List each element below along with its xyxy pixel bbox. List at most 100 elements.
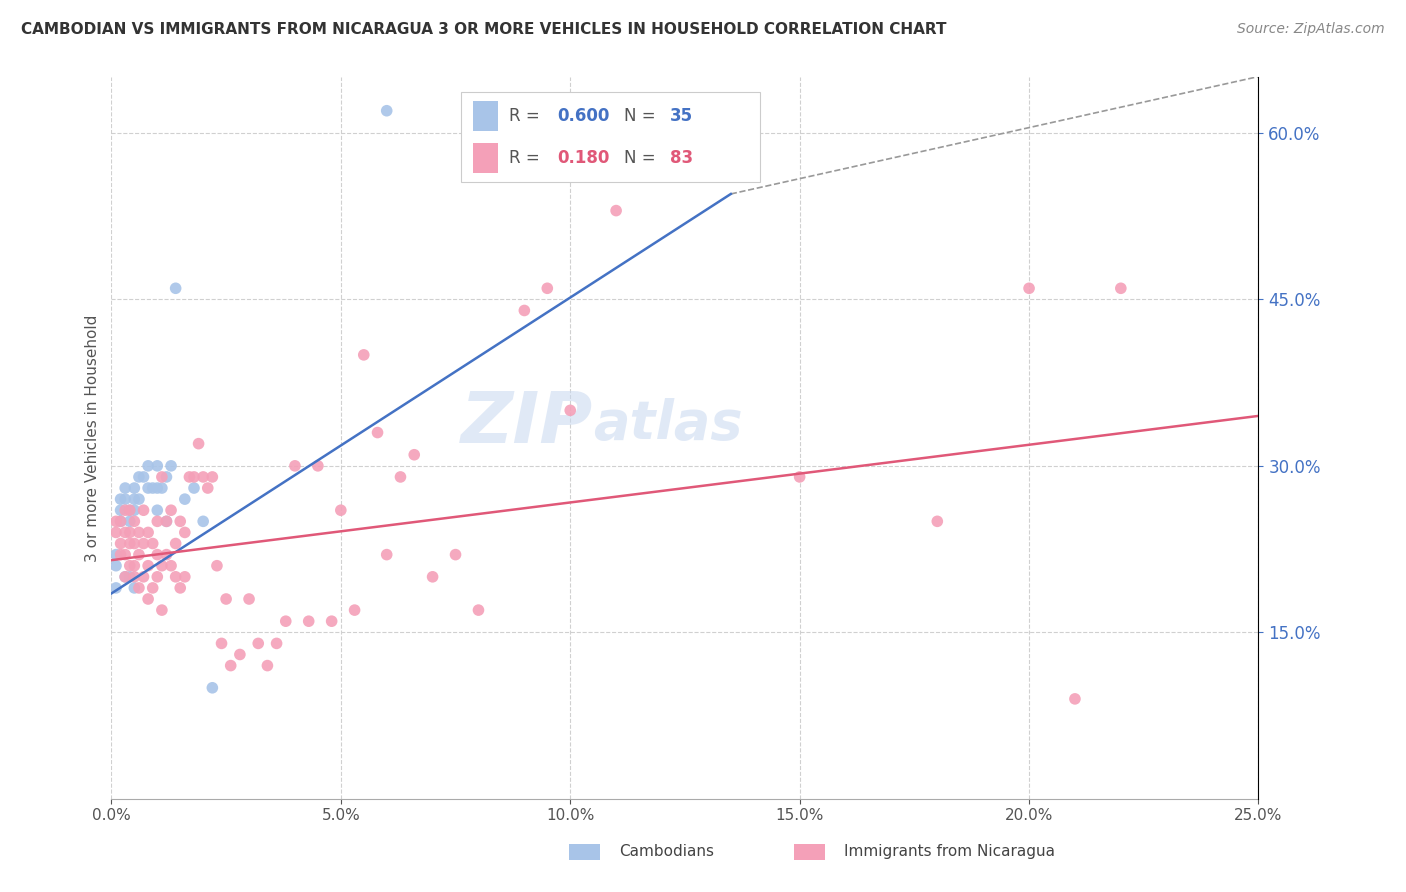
Point	[513, 303, 536, 318]
Point	[193, 514, 215, 528]
Point	[118, 514, 141, 528]
Point	[118, 570, 141, 584]
Point	[197, 481, 219, 495]
Bar	[461, 92, 759, 182]
Point	[136, 592, 159, 607]
Point	[205, 558, 228, 573]
Point	[307, 458, 329, 473]
Point	[128, 470, 150, 484]
Point	[150, 558, 173, 573]
Point	[1064, 692, 1087, 706]
Point	[114, 570, 136, 584]
Point	[124, 536, 146, 550]
Point	[124, 481, 146, 495]
Text: 35: 35	[671, 107, 693, 125]
Point	[146, 548, 169, 562]
Point	[128, 525, 150, 540]
Point	[142, 536, 165, 550]
Point	[114, 525, 136, 540]
Point	[146, 503, 169, 517]
Point	[467, 603, 489, 617]
Bar	[472, 101, 498, 131]
Point	[165, 570, 187, 584]
Point	[444, 548, 467, 562]
Point	[132, 536, 155, 550]
Point	[201, 470, 224, 484]
Text: 0.600: 0.600	[558, 107, 610, 125]
Point	[128, 548, 150, 562]
Point	[114, 570, 136, 584]
Point	[155, 514, 177, 528]
Text: N =: N =	[624, 107, 661, 125]
Point	[321, 614, 343, 628]
Text: ZIP: ZIP	[461, 389, 593, 458]
Point	[1109, 281, 1132, 295]
Point	[128, 492, 150, 507]
Point	[142, 581, 165, 595]
Point	[536, 281, 558, 295]
Bar	[569, 844, 600, 860]
Point	[404, 448, 426, 462]
Point	[329, 503, 352, 517]
Point	[343, 603, 366, 617]
Point	[193, 470, 215, 484]
Text: Immigrants from Nicaragua: Immigrants from Nicaragua	[844, 845, 1054, 859]
Point	[146, 481, 169, 495]
Point	[142, 481, 165, 495]
Point	[160, 503, 183, 517]
Point	[118, 503, 141, 517]
Point	[146, 514, 169, 528]
Point	[128, 581, 150, 595]
Point	[266, 636, 288, 650]
Point	[211, 636, 233, 650]
Text: Source: ZipAtlas.com: Source: ZipAtlas.com	[1237, 22, 1385, 37]
Point	[136, 525, 159, 540]
Point	[150, 481, 173, 495]
Point	[146, 570, 169, 584]
Point	[110, 503, 132, 517]
Y-axis label: 3 or more Vehicles in Household: 3 or more Vehicles in Household	[86, 314, 100, 562]
Point	[238, 592, 260, 607]
Point	[105, 548, 128, 562]
Point	[146, 458, 169, 473]
Point	[353, 348, 375, 362]
Point	[118, 503, 141, 517]
Point	[136, 458, 159, 473]
Text: Cambodians: Cambodians	[619, 845, 714, 859]
Point	[560, 403, 582, 417]
Point	[219, 658, 242, 673]
Point	[124, 514, 146, 528]
Point	[114, 548, 136, 562]
Bar	[472, 143, 498, 173]
Point	[132, 503, 155, 517]
Point	[284, 458, 307, 473]
Point	[247, 636, 270, 650]
Point	[110, 492, 132, 507]
Point	[274, 614, 297, 628]
Point	[110, 548, 132, 562]
Point	[105, 581, 128, 595]
Point	[136, 558, 159, 573]
Point	[155, 548, 177, 562]
Point	[150, 603, 173, 617]
Text: CAMBODIAN VS IMMIGRANTS FROM NICARAGUA 3 OR MORE VEHICLES IN HOUSEHOLD CORRELATI: CAMBODIAN VS IMMIGRANTS FROM NICARAGUA 3…	[21, 22, 946, 37]
Text: 0.180: 0.180	[558, 149, 610, 167]
Text: 83: 83	[671, 149, 693, 167]
Text: R =: R =	[509, 149, 546, 167]
Text: R =: R =	[509, 107, 546, 125]
Point	[124, 558, 146, 573]
Point	[367, 425, 389, 440]
Point	[105, 514, 128, 528]
Point	[110, 536, 132, 550]
Point	[114, 481, 136, 495]
Point	[165, 281, 187, 295]
Point	[118, 536, 141, 550]
Point	[789, 470, 811, 484]
Point	[375, 103, 398, 118]
Point	[201, 681, 224, 695]
Point	[169, 581, 191, 595]
Point	[605, 203, 627, 218]
Point	[165, 536, 187, 550]
Point	[1018, 281, 1040, 295]
Point	[124, 503, 146, 517]
